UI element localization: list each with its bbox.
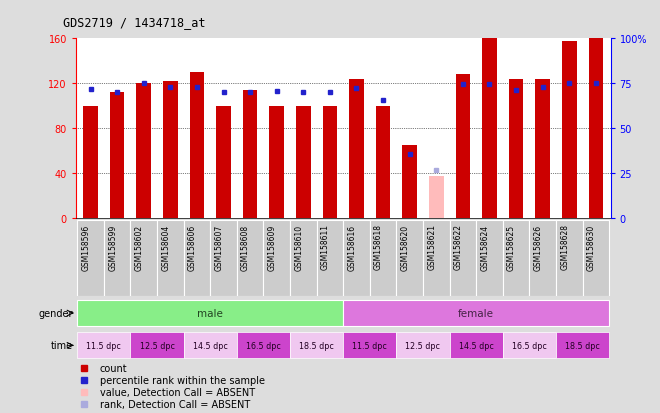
Bar (535, 80, 550, 219)
Bar (290, 332, 343, 358)
Text: male: male (197, 308, 223, 318)
Bar (370, 220, 397, 297)
Bar (476, 220, 503, 297)
Bar (137, 84, 151, 219)
Bar (503, 220, 529, 297)
Bar (216, 107, 231, 219)
Text: rank, Detection Call = ABSENT: rank, Detection Call = ABSENT (100, 399, 250, 409)
Bar (376, 107, 391, 219)
Text: GSM158616: GSM158616 (348, 224, 356, 270)
Text: value, Detection Call = ABSENT: value, Detection Call = ABSENT (100, 387, 255, 397)
Bar (110, 93, 125, 219)
Text: GSM158606: GSM158606 (188, 224, 197, 270)
Text: GSM158618: GSM158618 (374, 224, 383, 270)
Bar (243, 91, 257, 219)
Bar (77, 332, 131, 358)
Bar (157, 220, 183, 297)
Bar (163, 82, 178, 219)
Text: GSM158625: GSM158625 (507, 224, 516, 270)
Bar (211, 220, 237, 297)
Bar (556, 332, 609, 358)
Text: 14.5 dpc: 14.5 dpc (459, 341, 494, 350)
Text: GSM158602: GSM158602 (135, 224, 144, 270)
Text: 18.5 dpc: 18.5 dpc (299, 341, 334, 350)
Text: female: female (458, 308, 494, 318)
Text: GSM158609: GSM158609 (268, 224, 277, 270)
Text: 16.5 dpc: 16.5 dpc (246, 341, 281, 350)
Text: GSM158596: GSM158596 (82, 224, 90, 270)
Text: GSM158621: GSM158621 (427, 224, 436, 270)
Text: GSM158624: GSM158624 (480, 224, 490, 270)
Bar (583, 220, 609, 297)
Text: gender: gender (38, 308, 73, 318)
Text: 12.5 dpc: 12.5 dpc (405, 341, 440, 350)
Bar (131, 220, 157, 297)
Bar (529, 220, 556, 297)
Text: GSM158607: GSM158607 (214, 224, 224, 270)
Bar (397, 220, 423, 297)
Text: GSM158622: GSM158622 (454, 224, 463, 270)
Text: GSM158610: GSM158610 (294, 224, 304, 270)
Bar (323, 107, 337, 219)
Bar (317, 220, 343, 297)
Text: GSM158628: GSM158628 (560, 224, 570, 270)
Bar (449, 332, 503, 358)
Bar (556, 220, 583, 297)
Bar (423, 220, 449, 297)
Bar (183, 220, 211, 297)
Bar (349, 80, 364, 219)
Bar (509, 80, 523, 219)
Bar (397, 332, 449, 358)
Bar (449, 220, 476, 297)
Bar (403, 146, 417, 219)
Text: count: count (100, 363, 127, 373)
Bar (263, 220, 290, 297)
Text: GDS2719 / 1434718_at: GDS2719 / 1434718_at (63, 16, 205, 29)
Bar (237, 332, 290, 358)
Bar (429, 176, 444, 219)
Text: 14.5 dpc: 14.5 dpc (193, 341, 228, 350)
Text: 12.5 dpc: 12.5 dpc (139, 341, 174, 350)
Bar (290, 220, 317, 297)
Text: 18.5 dpc: 18.5 dpc (565, 341, 600, 350)
Bar (183, 332, 237, 358)
Text: GSM158608: GSM158608 (241, 224, 250, 270)
Bar (83, 107, 98, 219)
Bar (269, 107, 284, 219)
Bar (77, 300, 343, 326)
Bar (589, 39, 603, 219)
Text: 11.5 dpc: 11.5 dpc (352, 341, 387, 350)
Bar (503, 332, 556, 358)
Bar (77, 220, 104, 297)
Text: GSM158620: GSM158620 (401, 224, 410, 270)
Bar (189, 73, 204, 219)
Bar (482, 39, 497, 219)
Bar (343, 220, 370, 297)
Bar (237, 220, 263, 297)
Bar (131, 332, 183, 358)
Bar (343, 300, 609, 326)
Text: 16.5 dpc: 16.5 dpc (512, 341, 547, 350)
Bar (343, 332, 397, 358)
Text: 11.5 dpc: 11.5 dpc (86, 341, 121, 350)
Text: GSM158630: GSM158630 (587, 224, 596, 270)
Bar (296, 107, 311, 219)
Text: time: time (50, 340, 73, 351)
Text: GSM158604: GSM158604 (161, 224, 170, 270)
Text: GSM158599: GSM158599 (108, 224, 117, 270)
Text: percentile rank within the sample: percentile rank within the sample (100, 375, 265, 385)
Text: GSM158611: GSM158611 (321, 224, 330, 270)
Text: GSM158626: GSM158626 (534, 224, 543, 270)
Bar (455, 75, 470, 219)
Bar (104, 220, 131, 297)
Bar (562, 41, 577, 219)
